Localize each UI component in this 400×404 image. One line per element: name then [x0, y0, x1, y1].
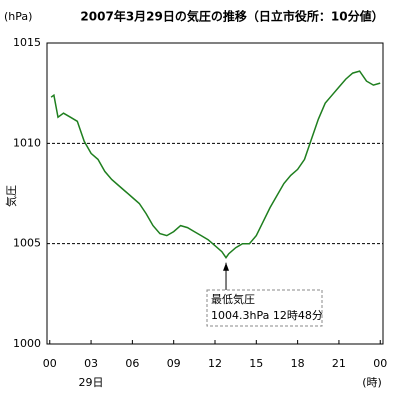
- annotation-text: 最低気圧: [211, 292, 255, 306]
- annotation-box: [206, 289, 323, 327]
- x-tick-label: 12: [208, 357, 222, 370]
- x-tick-label: 00: [43, 357, 57, 370]
- y-tick-label: 1010: [13, 136, 41, 149]
- y-tick-label: 1015: [13, 36, 41, 49]
- x-tick-label: 03: [84, 357, 98, 370]
- y-label: 気圧: [4, 185, 18, 207]
- y-tick-label: 1000: [13, 337, 41, 350]
- x-tick-label: 06: [125, 357, 139, 370]
- chart-title: 2007年3月29日の気圧の推移（日立市役所：10分値）: [80, 9, 383, 24]
- x-tick-label: 15: [249, 357, 263, 370]
- x-tick-label: 21: [332, 357, 346, 370]
- x-tick-label: 18: [291, 357, 305, 370]
- x-tick-label: 09: [167, 357, 181, 370]
- date-label: 29日: [79, 376, 104, 389]
- pressure-line: [50, 70, 381, 260]
- x-tick-label: 00: [373, 357, 387, 370]
- arrow-head: [223, 262, 230, 271]
- x-unit: (時): [362, 376, 382, 389]
- y-unit: (hPa): [4, 10, 32, 23]
- y-tick-label: 1005: [13, 237, 41, 250]
- annotation-text: 1004.3hPa 12時48分: [211, 309, 323, 322]
